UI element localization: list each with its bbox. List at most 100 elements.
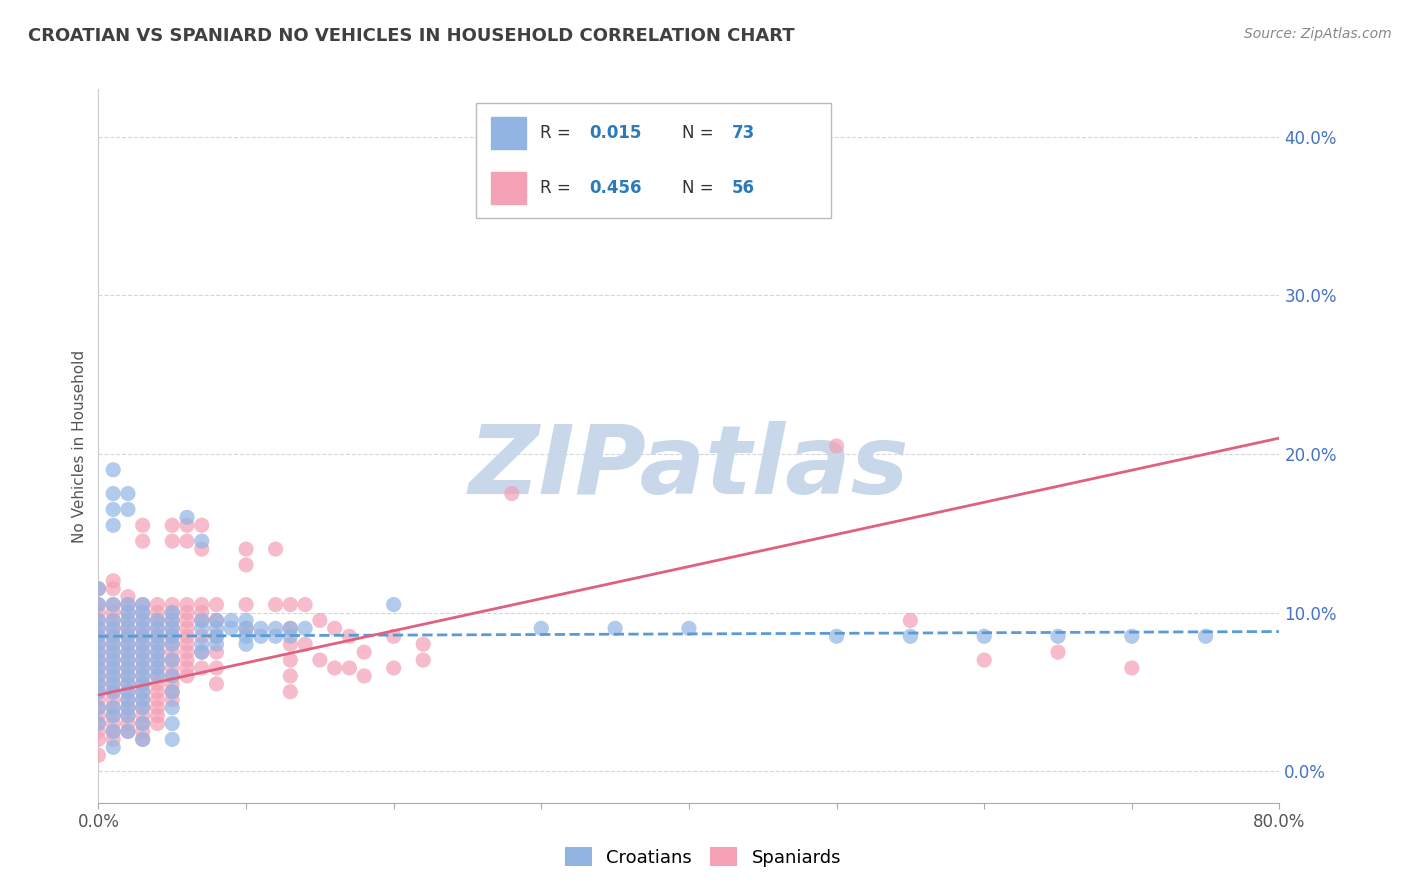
Point: [191, 614, 214, 628]
Point: [103, 606, 125, 620]
Point: [278, 621, 302, 635]
Point: [132, 677, 155, 691]
Point: [205, 629, 228, 643]
Point: [132, 716, 155, 731]
Point: [117, 692, 139, 706]
Point: [278, 653, 302, 667]
Point: [162, 534, 183, 549]
Point: [87, 708, 110, 723]
Point: [103, 637, 125, 651]
Point: [176, 510, 198, 524]
Point: [162, 614, 183, 628]
Point: [825, 439, 848, 453]
Point: [103, 708, 125, 723]
Point: [235, 629, 257, 643]
Point: [205, 677, 228, 691]
Point: [103, 598, 125, 612]
Point: [103, 724, 125, 739]
Point: [103, 677, 125, 691]
Point: [117, 653, 139, 667]
Point: [219, 621, 242, 635]
Point: [162, 518, 183, 533]
Point: [412, 637, 434, 651]
Point: [117, 677, 139, 691]
Point: [103, 614, 125, 628]
Point: [103, 621, 125, 635]
Point: [678, 621, 700, 635]
Point: [132, 685, 155, 699]
Point: [87, 598, 110, 612]
Point: [117, 692, 139, 706]
Point: [191, 518, 214, 533]
Point: [146, 661, 169, 675]
Point: [146, 653, 169, 667]
Point: [132, 669, 155, 683]
Point: [103, 629, 125, 643]
Point: [117, 486, 139, 500]
Point: [162, 606, 183, 620]
Point: [103, 645, 125, 659]
Point: [87, 716, 110, 731]
Point: [235, 637, 257, 651]
Point: [103, 614, 125, 628]
Point: [87, 685, 110, 699]
Point: [1046, 645, 1069, 659]
Point: [900, 629, 922, 643]
Point: [162, 669, 183, 683]
Point: [146, 614, 169, 628]
Point: [146, 653, 169, 667]
Point: [176, 534, 198, 549]
Point: [87, 732, 110, 747]
Point: [205, 661, 228, 675]
Point: [294, 621, 316, 635]
Point: [146, 629, 169, 643]
Point: [117, 708, 139, 723]
Point: [132, 692, 155, 706]
Point: [162, 598, 183, 612]
Point: [87, 629, 110, 643]
Point: [235, 621, 257, 635]
Point: [235, 614, 257, 628]
Point: [191, 637, 214, 651]
Point: [205, 614, 228, 628]
Point: [103, 629, 125, 643]
Point: [117, 669, 139, 683]
Point: [103, 463, 125, 477]
Point: [103, 716, 125, 731]
Point: [264, 629, 287, 643]
Point: [117, 606, 139, 620]
Point: [191, 629, 214, 643]
Point: [103, 685, 125, 699]
Point: [250, 621, 273, 635]
Point: [87, 677, 110, 691]
Point: [162, 614, 183, 628]
Point: [973, 653, 995, 667]
Point: [353, 645, 375, 659]
Point: [278, 598, 302, 612]
Point: [146, 661, 169, 675]
Point: [1121, 661, 1143, 675]
Point: [176, 614, 198, 628]
Point: [382, 598, 405, 612]
Point: [146, 677, 169, 691]
Point: [530, 621, 553, 635]
Text: Source: ZipAtlas.com: Source: ZipAtlas.com: [1244, 27, 1392, 41]
Point: [146, 669, 169, 683]
Point: [191, 614, 214, 628]
Point: [309, 614, 332, 628]
Point: [176, 645, 198, 659]
Point: [132, 732, 155, 747]
Point: [117, 598, 139, 612]
Point: [87, 637, 110, 651]
Point: [103, 740, 125, 755]
Legend: Croatians, Spaniards: Croatians, Spaniards: [558, 840, 848, 874]
Point: [191, 598, 214, 612]
Point: [132, 677, 155, 691]
Point: [103, 574, 125, 588]
Point: [132, 637, 155, 651]
Point: [162, 716, 183, 731]
Point: [117, 708, 139, 723]
Point: [162, 653, 183, 667]
Text: ZIPatlas: ZIPatlas: [468, 421, 910, 514]
Point: [205, 629, 228, 643]
